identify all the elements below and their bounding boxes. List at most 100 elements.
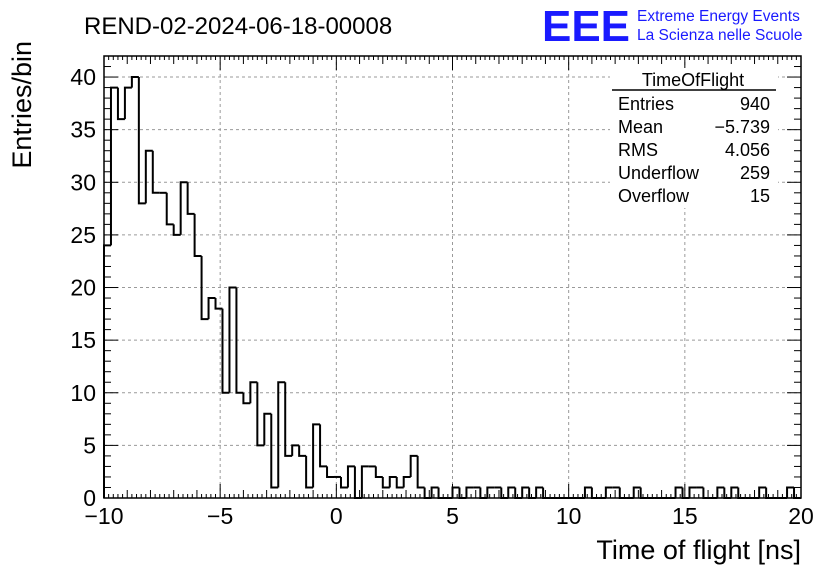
y-tick-label-6: 30 — [70, 169, 96, 195]
x-tick-label-3: 5 — [446, 503, 459, 529]
grid-layer — [104, 56, 801, 498]
x-tick-label-6: 20 — [788, 503, 814, 529]
histogram-bin-12 — [186, 182, 195, 215]
histogram-bin-11 — [179, 181, 188, 235]
y-tick-label-4: 20 — [70, 275, 96, 301]
histogram-bin-26 — [284, 382, 293, 457]
y-tick-label-2: 10 — [70, 380, 96, 406]
histogram-bin-7 — [151, 150, 160, 194]
stats-label-rms: RMS — [618, 140, 658, 160]
histogram-bin-59 — [514, 487, 523, 499]
histogram-bin-20 — [242, 392, 251, 405]
histogram-bin-51 — [458, 487, 467, 499]
histogram-bin-91 — [737, 487, 746, 499]
histogram-bin-1 — [109, 86, 118, 246]
histogram-bin-61 — [528, 487, 537, 499]
histogram-bin-54 — [479, 487, 488, 499]
y-axis-label: Entries/bin — [7, 41, 37, 169]
histogram-bin-77 — [639, 487, 648, 499]
logo-line-1: Extreme Energy Events — [637, 8, 800, 25]
stats-label-overflow: Overflow — [618, 186, 690, 206]
histogram-bin-42 — [395, 476, 404, 489]
stats-box-background — [610, 68, 778, 208]
histogram-bin-90 — [730, 486, 739, 498]
y-tick-label-3: 15 — [70, 327, 96, 353]
histogram-bin-58 — [507, 486, 516, 498]
histogram-bin-72 — [604, 486, 613, 498]
histogram-bin-47 — [430, 486, 439, 498]
histogram-bin-25 — [277, 381, 286, 488]
histogram-bin-34 — [339, 476, 348, 489]
histogram-bin-63 — [542, 487, 551, 499]
tick-labels-layer: −10 −5 0 5 10 15 20 0 5 10 15 20 25 30 35 40 — [70, 64, 813, 529]
histogram-bin-36 — [353, 466, 362, 499]
histogram-bin-45 — [416, 455, 425, 489]
x-axis-label: Time of flight [ns] — [596, 535, 801, 565]
histogram-bin-88 — [716, 486, 725, 498]
stats-value-underflow: 259 — [740, 163, 770, 183]
histogram-bin-29 — [305, 455, 314, 489]
histogram-bin-62 — [535, 486, 544, 498]
stats-label-mean: Mean — [618, 117, 663, 137]
histogram-bin-23 — [263, 412, 272, 446]
stats-value-mean: −5.739 — [714, 117, 770, 137]
eee-logo: EEE — [542, 2, 630, 51]
x-tick-label-5: 15 — [672, 503, 698, 529]
histogram-bin-41 — [388, 475, 397, 488]
y-tick-label-7: 35 — [70, 117, 96, 143]
histogram-bin-74 — [618, 487, 627, 499]
histogram-bin-19 — [235, 287, 244, 394]
y-tick-label-8: 40 — [70, 64, 96, 90]
histogram-bin-2 — [116, 87, 125, 121]
histogram-bin-94 — [758, 486, 767, 498]
histogram-bin-31 — [319, 424, 328, 468]
x-tick-label-0: −10 — [84, 503, 123, 529]
y-tick-label-1: 5 — [83, 432, 96, 458]
histogram-bin-9 — [165, 192, 174, 226]
histogram-bin-99 — [793, 487, 801, 499]
ticks-layer — [103, 55, 802, 499]
histogram-bin-32 — [326, 466, 335, 478]
histogram-bin-6 — [144, 149, 153, 204]
histogram-bin-82 — [674, 486, 683, 498]
histogram-bin-95 — [765, 487, 774, 499]
histogram-bin-18 — [228, 286, 237, 393]
histogram-bin-17 — [221, 308, 230, 394]
histogram-bin-21 — [249, 381, 258, 404]
histogram-bin-69 — [583, 486, 592, 498]
histogram-bin-60 — [521, 486, 530, 498]
histogram-bin-44 — [409, 454, 418, 477]
histogram-bin-15 — [207, 297, 216, 320]
histogram-bin-50 — [451, 486, 460, 498]
histogram-bin-28 — [298, 445, 307, 457]
histogram-bin-24 — [270, 413, 279, 489]
histogram-bin-86 — [702, 487, 711, 499]
stats-value-entries: 940 — [740, 94, 770, 114]
histogram-bin-16 — [214, 298, 223, 310]
x-tick-label-2: 0 — [330, 503, 343, 529]
stats-label-underflow: Underflow — [618, 163, 700, 183]
histogram-bin-5 — [137, 77, 146, 205]
histogram-bin-76 — [632, 486, 641, 498]
histogram-bin-83 — [681, 487, 690, 499]
histogram-bin-4 — [130, 76, 139, 88]
histogram-bin-70 — [590, 487, 599, 499]
histogram-bin-22 — [256, 382, 265, 447]
y-tick-label-0: 0 — [83, 485, 96, 511]
histogram-bin-14 — [200, 255, 209, 321]
stats-box: TimeOfFlight Entries 940 Mean −5.739 RMS… — [610, 68, 778, 208]
histogram-bin-84 — [688, 486, 697, 498]
histogram-bin-57 — [500, 487, 509, 499]
histogram-bin-98 — [786, 486, 795, 498]
histogram-bin-55 — [486, 486, 495, 498]
histogram-bin-89 — [723, 487, 732, 499]
stats-value-overflow: 15 — [750, 186, 770, 206]
histogram-bin-52 — [465, 486, 474, 498]
histogram-bin-27 — [291, 444, 300, 456]
histogram-bin-48 — [437, 487, 446, 499]
histogram-bin-30 — [312, 423, 321, 488]
logo-line-2: La Scienza nelle Scuole — [637, 27, 802, 44]
x-tick-label-1: −5 — [207, 503, 233, 529]
